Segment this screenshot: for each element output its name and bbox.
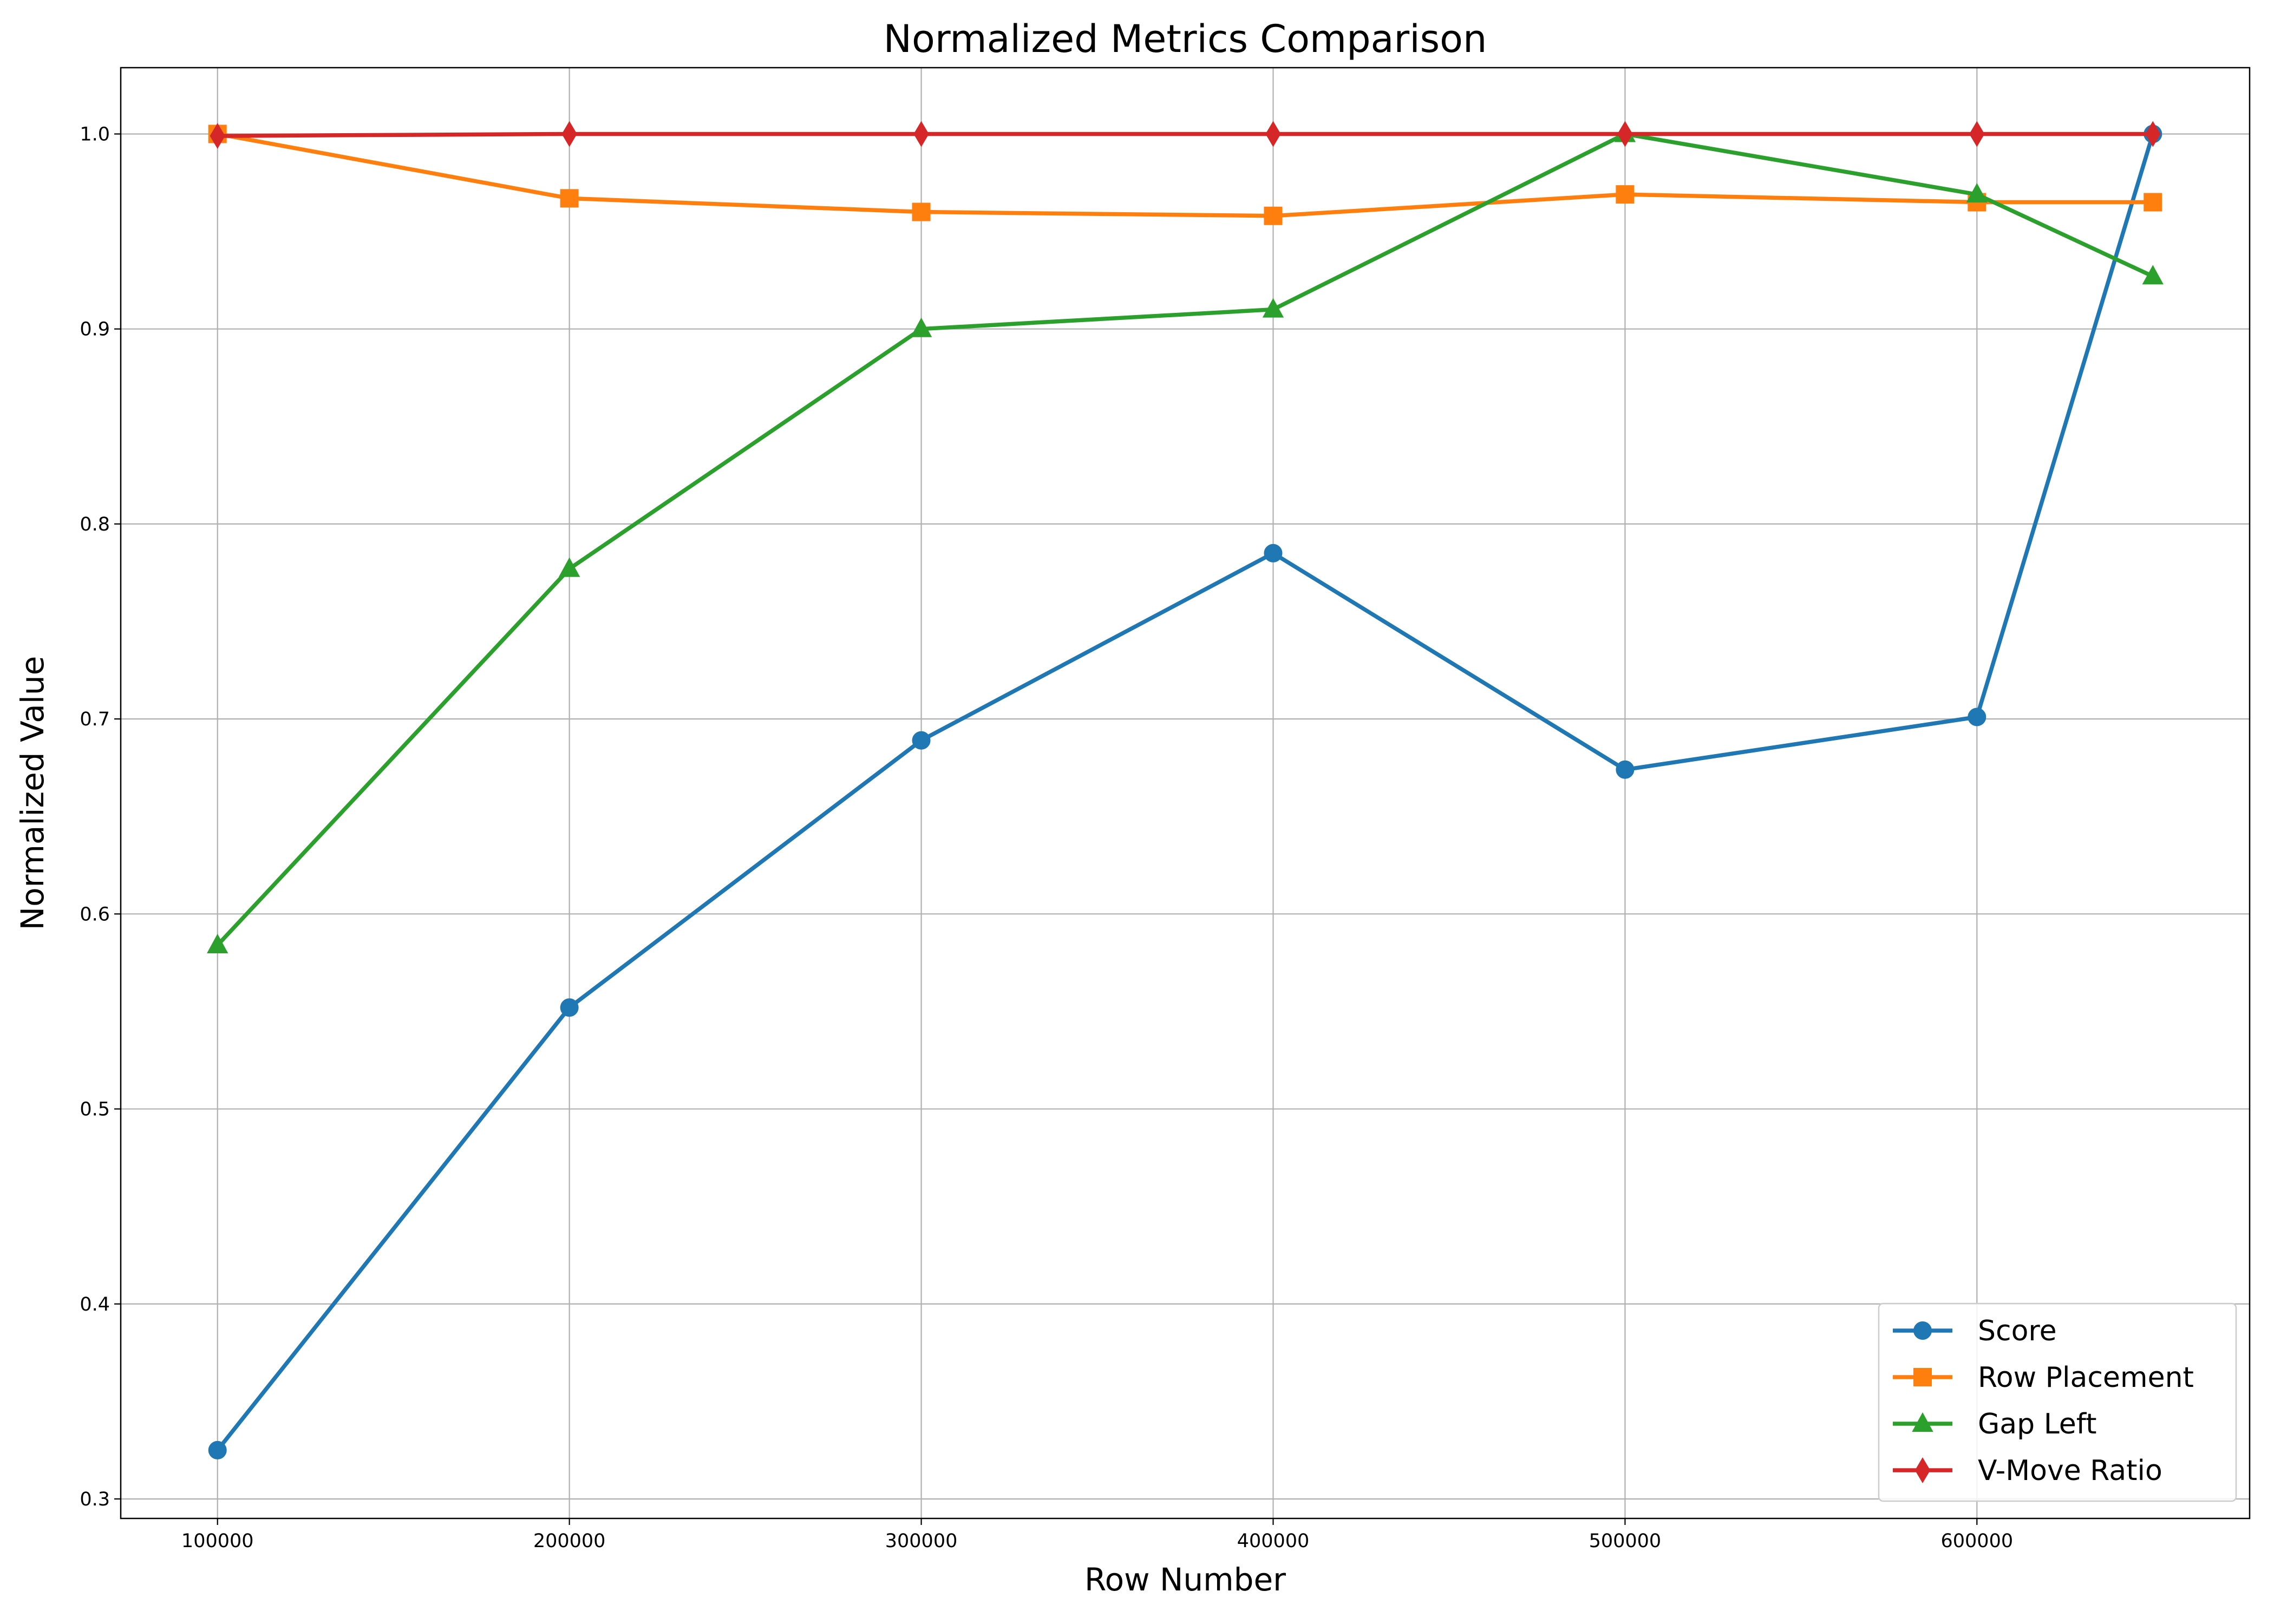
legend-marker (1913, 1368, 1932, 1386)
y-tick-label: 1.0 (80, 123, 110, 145)
y-tick-label: 0.5 (80, 1099, 110, 1121)
data-point (210, 123, 225, 149)
data-point (1617, 121, 1633, 147)
y-tick-label: 0.3 (80, 1489, 110, 1510)
x-tick-label: 500000 (1589, 1530, 1662, 1552)
axis-ticks: 100000 200000 300000 400000 500000 600000 0.3 0… (80, 123, 2013, 1552)
data-point (912, 731, 931, 750)
legend-label: Gap Left (1978, 1408, 2097, 1440)
series-lines (207, 121, 2164, 1459)
x-tick-label: 300000 (885, 1530, 958, 1552)
legend-label: V-Move Ratio (1978, 1455, 2162, 1487)
legend-label: Row Placement (1978, 1361, 2194, 1394)
x-axis-title: Row Number (1084, 1561, 1286, 1598)
data-point (1966, 183, 1988, 203)
x-tick-label: 100000 (181, 1530, 254, 1552)
y-axis-title: Normalized Value (14, 656, 51, 931)
data-point (1262, 298, 1284, 318)
plot-frame (120, 67, 2251, 1520)
x-tick-label: 400000 (1237, 1530, 1310, 1552)
x-tick-label: 200000 (533, 1530, 606, 1552)
data-point (1616, 760, 1635, 779)
data-point (561, 121, 577, 147)
data-point (1265, 121, 1281, 147)
legend: Score Row Placement Gap Left V-Move Ratio (1878, 1302, 2237, 1502)
data-point (207, 933, 228, 953)
y-tick-label: 0.7 (80, 709, 110, 730)
legend-item-v-move-ratio: V-Move Ratio (1893, 1455, 2162, 1487)
chart-title: Normalized Metrics Comparison (884, 17, 1487, 61)
x-tick-label: 600000 (1941, 1530, 2014, 1552)
series-v-move-ratio (210, 121, 2161, 149)
data-point (1616, 185, 1635, 204)
data-point (558, 557, 580, 577)
legend-label: Score (1978, 1315, 2057, 1347)
data-point (912, 202, 931, 221)
y-tick-label: 0.6 (80, 903, 110, 925)
legend-box (1878, 1302, 2237, 1502)
data-point (2142, 265, 2164, 285)
y-tick-label: 0.4 (80, 1294, 110, 1315)
legend-item-score: Score (1893, 1315, 2057, 1347)
data-point (910, 317, 932, 337)
legend-marker (1913, 1321, 1932, 1340)
legend-marker (1914, 1457, 1931, 1483)
y-tick-label: 0.9 (80, 319, 110, 340)
legend-marker (1912, 1412, 1933, 1432)
legend-item-gap-left: Gap Left (1893, 1408, 2097, 1440)
data-point (1264, 543, 1283, 562)
data-point (1264, 206, 1283, 225)
data-point (1969, 121, 1985, 147)
series-line (217, 132, 2153, 138)
data-point (913, 121, 929, 147)
y-tick-label: 0.8 (80, 514, 110, 535)
series-gap-left (207, 122, 2164, 953)
legend-item-row-placement: Row Placement (1893, 1361, 2194, 1394)
data-point (208, 1440, 227, 1459)
data-point (1968, 708, 1987, 726)
data-point (560, 189, 579, 208)
data-point (2145, 121, 2161, 147)
data-point (2144, 193, 2162, 212)
data-point (560, 998, 579, 1017)
